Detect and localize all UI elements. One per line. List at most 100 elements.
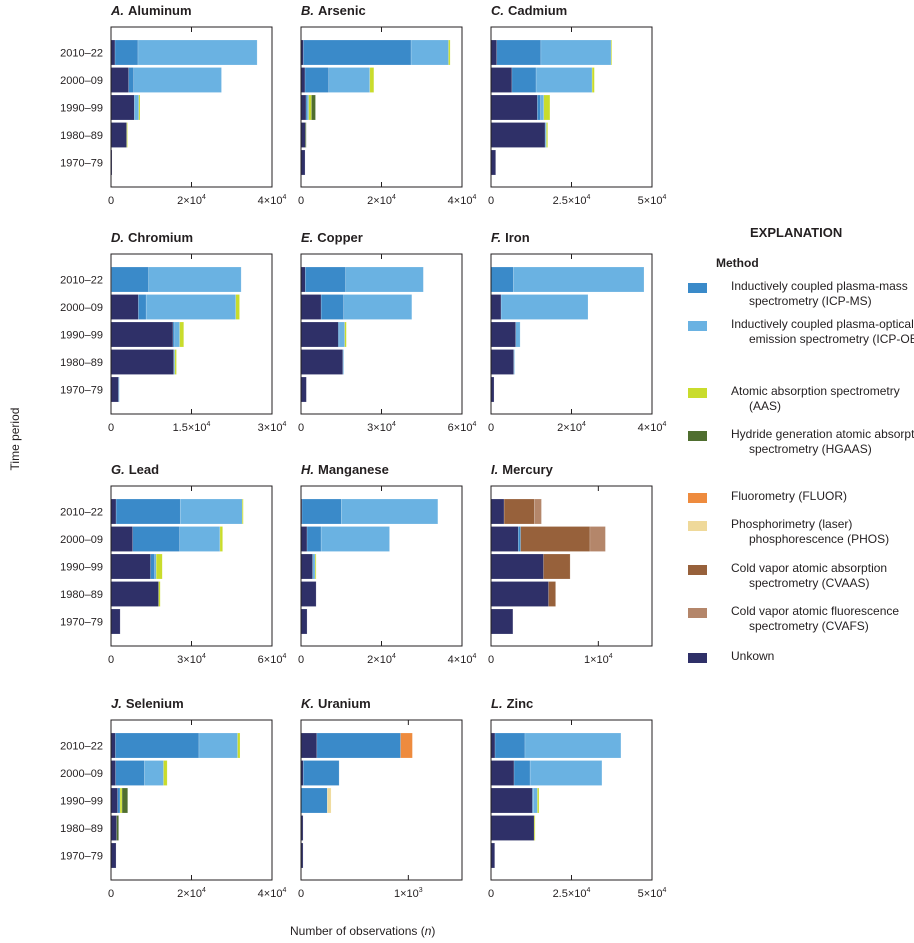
bar-mercury-icp-ms-2000–09 — [518, 526, 521, 552]
bar-selenium-icp-ms-2000–09 — [115, 760, 145, 786]
bar-uranium-icp-ms-1990–99 — [300, 787, 328, 814]
bar-cadmium-unknown-2010–22 — [490, 39, 498, 66]
panel-letter: G. — [111, 462, 125, 477]
panel-name: Cadmium — [508, 3, 568, 18]
bar-manganese-icp-ms-2010–22 — [301, 498, 342, 525]
panel-frame — [490, 485, 653, 647]
panel-name: Iron — [505, 230, 530, 245]
bar-arsenic-hgaas-1990–99 — [311, 94, 316, 121]
panel-cadmium: 0 2.5×104 5×104 — [488, 26, 666, 207]
bar-arsenic-hgaas-1980–89 — [305, 122, 307, 148]
bar-chromium-unknown-2000–09 — [110, 294, 139, 320]
panel-title-manganese: H. Manganese — [301, 462, 389, 477]
bar-iron-unknown-2000–09 — [490, 294, 502, 320]
y-tick-label: 2000–09 — [60, 302, 103, 314]
panel-name: Zinc — [506, 696, 534, 711]
bar-chromium-aas-2000–09 — [235, 294, 240, 320]
y-tick-label: 1980–89 — [60, 357, 103, 369]
bar-cadmium-aas-1990–99 — [543, 94, 551, 121]
legend-swatch — [688, 565, 707, 575]
bar-chromium-icp-oes-2010–22 — [148, 266, 242, 293]
bar-selenium-icp-ms-2010–22 — [115, 732, 200, 759]
x-tick-label: 4×104 — [448, 653, 477, 666]
bar-manganese-unknown-1980–89 — [300, 581, 317, 607]
panel-title-aluminum: A. Aluminum — [111, 3, 192, 18]
bar-copper-icp-ms-2010–22 — [305, 266, 346, 293]
x-tick-label: 0 — [298, 422, 304, 434]
bar-iron-icp-oes-2010–22 — [513, 266, 645, 293]
legend-label: Cold vapor atomic absorption spectrometr… — [731, 561, 888, 590]
x-tick-label: 0 — [108, 654, 114, 666]
y-tick-label: 1990–99 — [60, 796, 103, 808]
bar-uranium-icp-ms-2000–09 — [303, 760, 340, 786]
panel-iron: 0 2×104 4×104 — [488, 253, 666, 434]
bar-lead-icp-ms-1990–99 — [150, 553, 155, 580]
bar-lead-unknown-1980–89 — [110, 581, 159, 607]
bar-copper-unknown-1990–99 — [300, 321, 339, 348]
legend-swatch — [688, 431, 707, 441]
bar-manganese-icp-oes-1990–99 — [312, 553, 316, 580]
y-tick-label: 1980–89 — [60, 589, 103, 601]
bar-lead-unknown-1970–79 — [110, 608, 121, 635]
y-tick-label: 1990–99 — [60, 103, 103, 115]
panel-name: Aluminum — [128, 3, 192, 18]
bar-manganese-icp-ms-2000–09 — [306, 526, 322, 552]
bar-selenium-unknown-1990–99 — [110, 787, 118, 814]
bar-lead-icp-ms-2000–09 — [132, 526, 180, 552]
x-tick-label: 1×104 — [584, 653, 613, 666]
bar-chromium-unknown-1970–79 — [110, 376, 119, 403]
y-tick-label: 1990–99 — [60, 330, 103, 342]
panel-title-zinc: L. Zinc — [491, 696, 533, 711]
panel-uranium: 0 1×103 — [298, 719, 463, 900]
legend-swatch — [688, 283, 707, 293]
bar-mercury-cvafs-2010–22 — [534, 498, 542, 525]
bar-selenium-unknown-1970–79 — [110, 842, 117, 869]
bar-zinc-icp-oes-2010–22 — [524, 732, 622, 759]
x-tick-label: 0 — [108, 195, 114, 207]
panel-name: Lead — [128, 462, 160, 477]
bar-aluminum-aas-1990–99 — [138, 94, 141, 121]
panel-title-mercury: I. Mercury — [491, 462, 553, 477]
bar-arsenic-unknown-1970–79 — [300, 149, 306, 176]
bar-cadmium-icp-ms-1990–99 — [537, 94, 541, 121]
bar-selenium-hgaas-1990–99 — [121, 787, 128, 814]
panel-letter: I. — [491, 462, 499, 477]
bar-lead-aas-2010–22 — [241, 498, 244, 525]
bar-selenium-aas-2010–22 — [237, 732, 241, 759]
y-tick-label: 1970–79 — [60, 385, 103, 397]
bar-aluminum-unknown-1990–99 — [110, 94, 135, 121]
bar-uranium-fluor-2010–22 — [400, 732, 413, 759]
bar-aluminum-icp-oes-2010–22 — [137, 39, 258, 66]
panel-name: Chromium — [128, 230, 193, 245]
bar-aluminum-unknown-2010–22 — [110, 39, 116, 66]
x-tick-label: 3×104 — [177, 653, 206, 666]
bar-selenium-unknown-2010–22 — [110, 732, 116, 759]
bar-manganese-aas-1990–99 — [314, 553, 317, 580]
panel-chromium: 2010–22 2000–09 1990–99 1980–89 1970–79 0 1.5×… — [60, 253, 286, 434]
bar-arsenic-unknown-1980–89 — [300, 122, 306, 148]
bar-iron-icp-oes-1980–89 — [513, 349, 515, 375]
panel-letter: C. — [491, 3, 504, 18]
bar-cadmium-unknown-1990–99 — [490, 94, 538, 121]
x-tick-label: 5×104 — [638, 194, 667, 207]
y-tick-label: 2010–22 — [60, 507, 103, 519]
bar-mercury-unknown-1980–89 — [490, 581, 549, 607]
panel-title-copper: E. Copper — [301, 230, 363, 245]
bar-lead-icp-oes-2010–22 — [179, 498, 243, 525]
x-tick-label: 0 — [298, 195, 304, 207]
bar-manganese-icp-oes-2010–22 — [341, 498, 439, 525]
bar-mercury-unknown-1990–99 — [490, 553, 544, 580]
bar-lead-icp-ms-2010–22 — [115, 498, 181, 525]
bar-copper-icp-oes-1980–89 — [342, 349, 344, 375]
bar-cadmium-icp-ms-2000–09 — [511, 67, 537, 93]
bar-iron-unknown-1980–89 — [490, 349, 514, 375]
bar-cadmium-icp-ms-2010–22 — [496, 39, 542, 66]
bar-zinc-icp-oes-2000–09 — [529, 760, 603, 786]
bar-copper-unknown-2010–22 — [300, 266, 306, 293]
bar-copper-unknown-1970–79 — [300, 376, 307, 403]
x-tick-label: 6×104 — [448, 421, 477, 434]
panel-frame — [300, 719, 463, 881]
panel-letter: K. — [301, 696, 314, 711]
bar-arsenic-unknown-2000–09 — [300, 67, 306, 93]
bar-lead-aas-2000–09 — [219, 526, 223, 552]
